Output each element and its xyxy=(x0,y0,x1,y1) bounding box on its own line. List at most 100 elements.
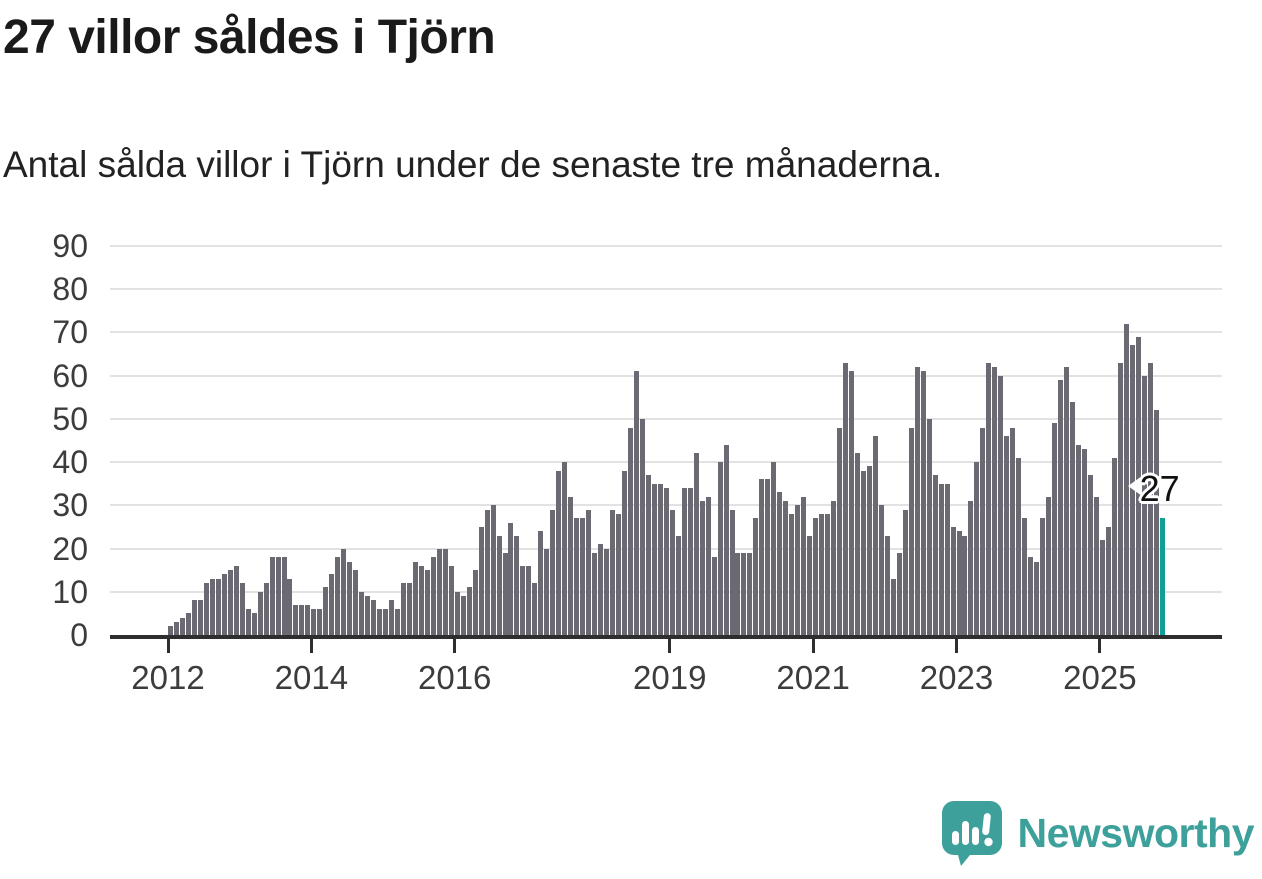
bar xyxy=(1153,410,1159,635)
bar xyxy=(621,470,627,635)
bar xyxy=(424,570,430,635)
bar-highlighted xyxy=(1159,518,1165,635)
bar xyxy=(1046,496,1052,635)
bar xyxy=(203,583,209,635)
bar xyxy=(353,570,359,635)
bar xyxy=(938,483,944,635)
bar xyxy=(1022,518,1028,635)
bar xyxy=(920,371,926,635)
bar xyxy=(466,587,472,635)
bar xyxy=(1010,427,1016,635)
bar xyxy=(406,583,412,635)
bar xyxy=(974,462,980,635)
bar xyxy=(932,475,938,635)
bar xyxy=(669,509,675,635)
bar xyxy=(825,513,831,635)
bar xyxy=(610,509,616,635)
bar xyxy=(783,501,789,635)
bar xyxy=(1040,518,1046,635)
bar xyxy=(884,535,890,635)
bar xyxy=(795,505,801,635)
x-tick-mark xyxy=(955,639,958,653)
bar xyxy=(454,591,460,635)
gridline xyxy=(110,461,1222,464)
bar xyxy=(377,609,383,635)
bar xyxy=(1058,379,1064,635)
bar xyxy=(412,561,418,635)
bar xyxy=(1147,362,1153,635)
bar xyxy=(598,544,604,635)
bar xyxy=(998,375,1004,635)
bar xyxy=(257,591,263,635)
bar xyxy=(347,561,353,635)
bar xyxy=(359,591,365,635)
x-tick-label: 2014 xyxy=(274,659,349,696)
bar xyxy=(926,418,932,635)
bar xyxy=(305,604,311,635)
bar xyxy=(986,362,992,635)
bar xyxy=(699,501,705,635)
bar xyxy=(544,548,550,635)
bar xyxy=(1028,557,1034,635)
newsworthy-logo-icon xyxy=(941,801,1002,866)
bar xyxy=(1093,496,1099,635)
bar xyxy=(860,470,866,635)
y-tick-label: 40 xyxy=(52,444,88,481)
bar xyxy=(741,552,747,635)
bar xyxy=(717,462,723,635)
bar xyxy=(711,557,717,635)
bar xyxy=(580,518,586,635)
gridline xyxy=(110,245,1222,247)
bar xyxy=(735,552,741,635)
y-tick-label: 50 xyxy=(52,400,88,437)
y-tick-label: 90 xyxy=(52,228,88,264)
bar xyxy=(586,509,592,635)
bar xyxy=(520,565,526,635)
bar xyxy=(442,548,448,635)
bar xyxy=(902,509,908,635)
bar xyxy=(789,513,795,635)
bar xyxy=(1064,367,1070,635)
bar xyxy=(1099,539,1105,635)
bar xyxy=(168,626,173,635)
x-tick-label: 2016 xyxy=(418,659,492,696)
bar xyxy=(538,531,544,635)
bar xyxy=(771,462,777,635)
bar xyxy=(872,436,878,635)
x-tick-mark xyxy=(668,639,672,653)
bar xyxy=(616,513,621,635)
bar xyxy=(400,583,406,635)
x-tick-label: 2019 xyxy=(633,659,707,696)
bar xyxy=(819,513,825,635)
bar xyxy=(335,557,341,635)
bar xyxy=(562,462,568,635)
x-tick-label: 2025 xyxy=(1063,659,1137,696)
bar xyxy=(1123,323,1129,635)
bar xyxy=(263,583,269,635)
bar xyxy=(759,479,765,635)
bar xyxy=(275,557,281,635)
x-tick-mark xyxy=(309,639,313,653)
annotation-pointer xyxy=(1127,476,1142,497)
bar xyxy=(269,557,275,635)
bar xyxy=(526,565,532,635)
bar xyxy=(765,479,771,635)
bar xyxy=(944,483,950,635)
bar xyxy=(418,565,424,635)
gridline xyxy=(110,417,1222,420)
bar xyxy=(221,574,227,635)
bar xyxy=(329,574,335,635)
bar xyxy=(179,617,185,635)
bar xyxy=(645,475,651,635)
bar xyxy=(723,444,729,635)
bar xyxy=(556,470,562,635)
bar xyxy=(980,427,986,635)
bar xyxy=(890,578,896,635)
bar xyxy=(383,609,389,635)
bar xyxy=(430,557,436,635)
bar xyxy=(843,362,848,635)
bar xyxy=(1034,561,1040,635)
bar xyxy=(777,492,783,635)
bar xyxy=(878,505,884,635)
